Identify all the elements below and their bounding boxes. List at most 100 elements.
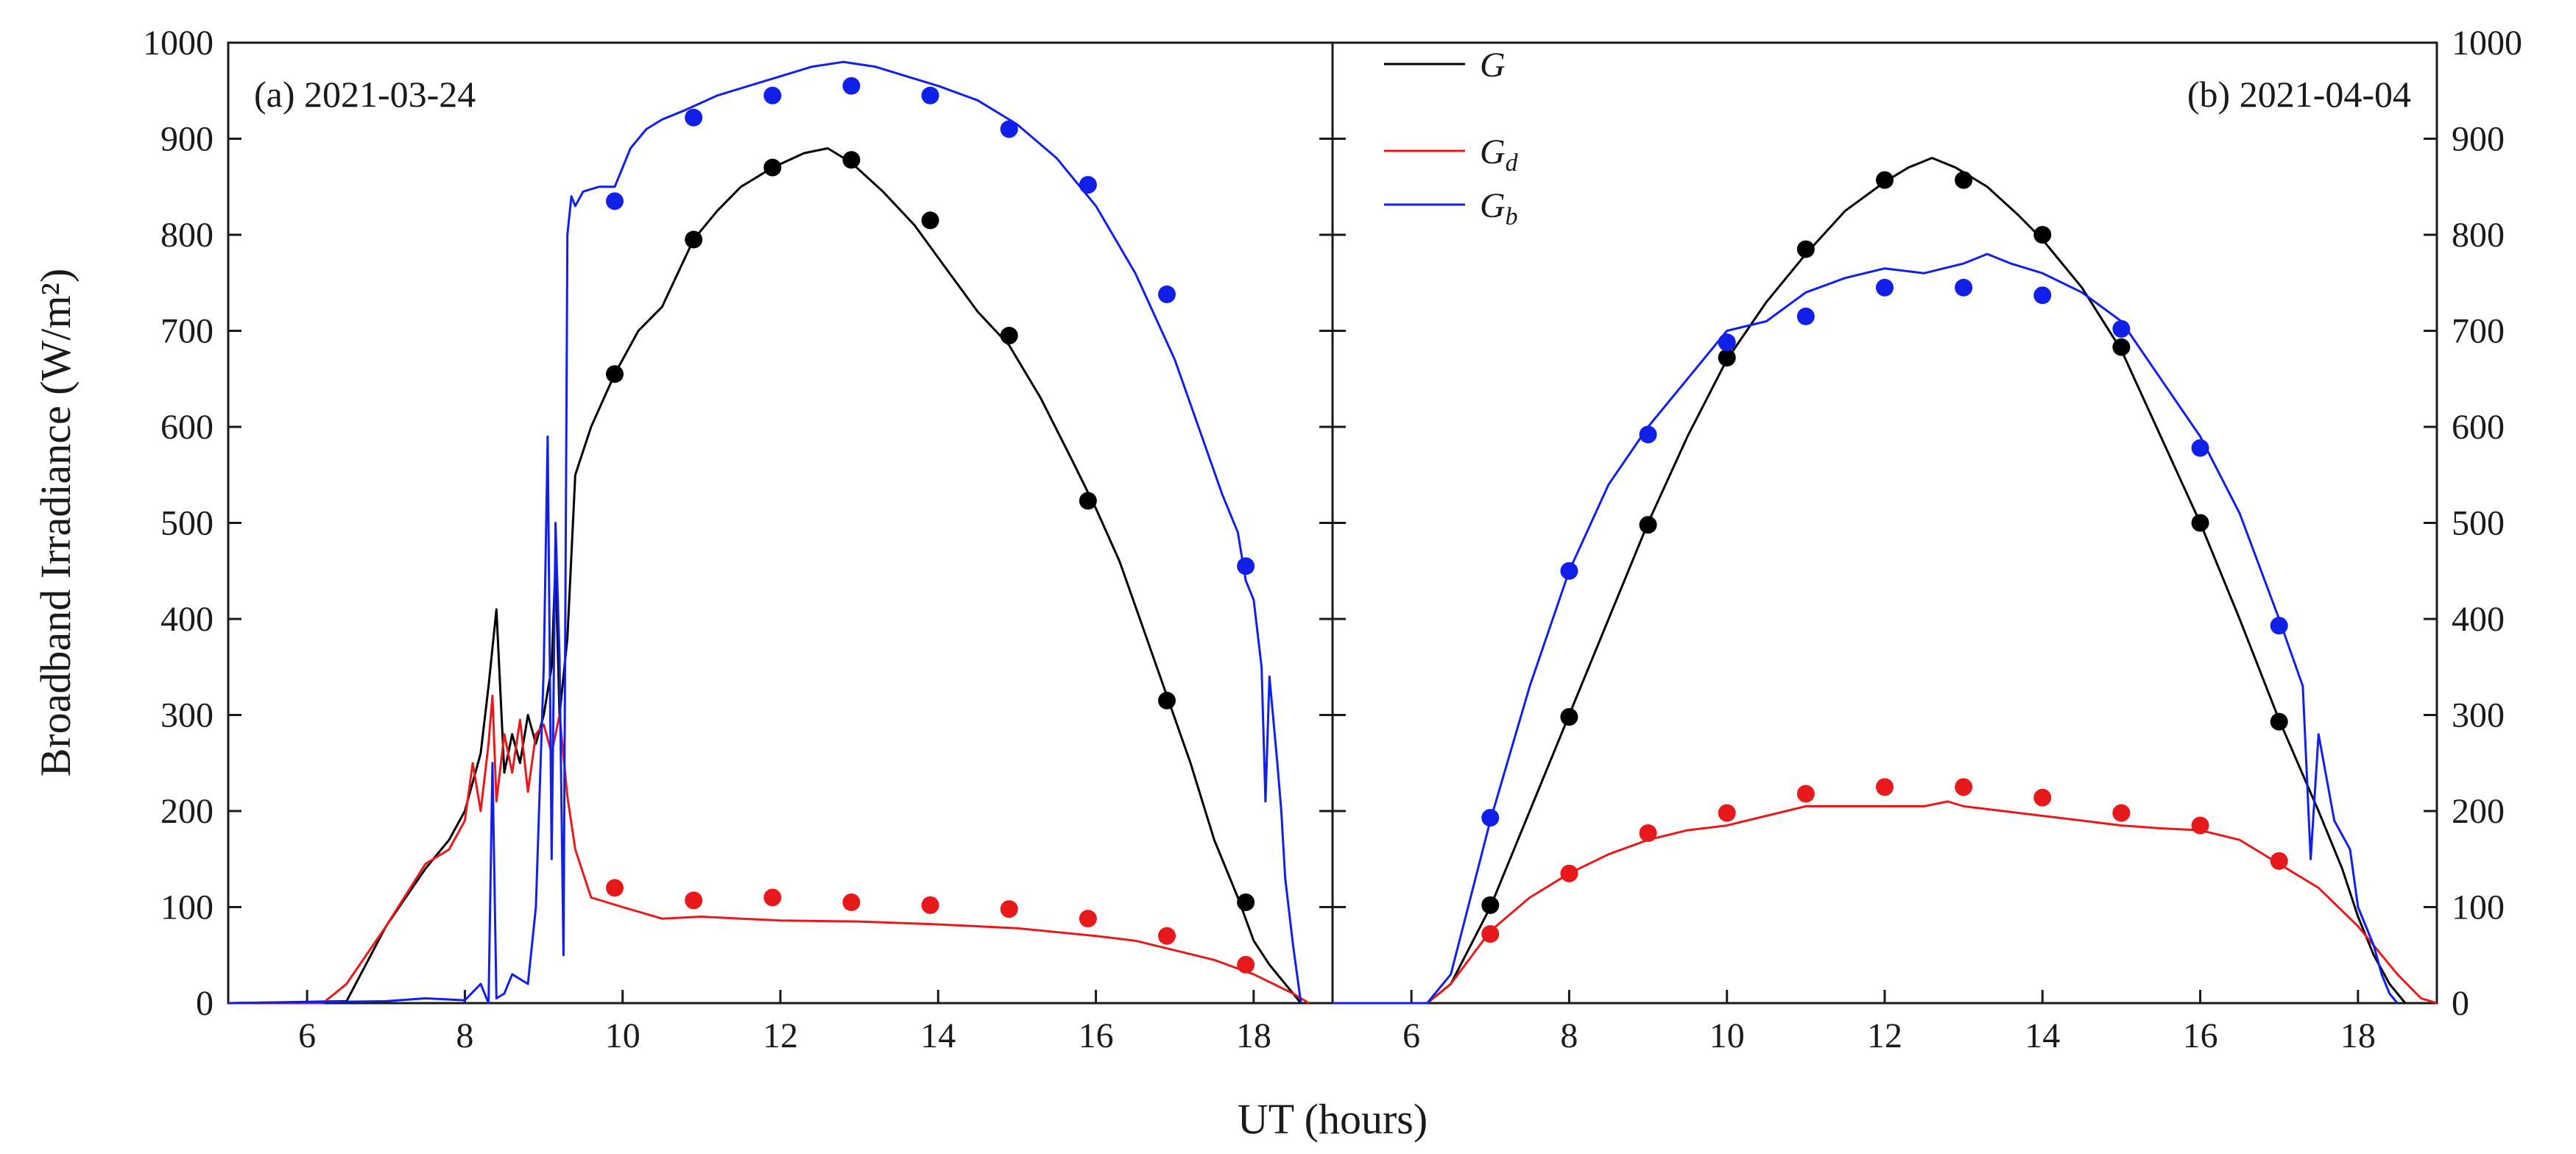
panel-a-point-gb-markers-4 <box>921 86 939 105</box>
panel-b-point-gd-markers-0 <box>1481 925 1500 944</box>
panel-a-point-gd-markers-8 <box>1237 955 1255 974</box>
panel-b-point-gb-markers-8 <box>2112 319 2131 338</box>
panel-b-point-gb-markers-4 <box>1796 307 1815 325</box>
panel-a-point-gd-markers-4 <box>921 896 939 914</box>
x-tick-label-a-4: 14 <box>920 1016 956 1055</box>
panel-b-line-g <box>1333 157 2407 1005</box>
y-tick-label-right-0: 0 <box>2452 984 2469 1023</box>
panel-b-point-gd-markers-2 <box>1639 824 1657 843</box>
y-tick-label-right-3: 300 <box>2452 696 2505 735</box>
panel-b-point-g-markers-1 <box>1560 708 1578 726</box>
panel-a-point-g-markers-8 <box>1237 893 1255 911</box>
panel-a-point-g-markers-4 <box>921 211 939 230</box>
x-tick-label-b-6: 18 <box>2340 1016 2376 1055</box>
legend: G Gd Gb <box>1384 46 1519 230</box>
panel-b-point-g-markers-8 <box>2112 338 2131 356</box>
panel-a-point-gd-markers-6 <box>1079 910 1097 928</box>
panel-a-point-g-markers-6 <box>1079 492 1097 510</box>
panel-b-point-g-markers-7 <box>2033 226 2052 244</box>
panel-a-line-gd <box>228 694 1310 1005</box>
panel-a-point-g-markers-0 <box>606 365 624 383</box>
panel-a-line-gb <box>227 60 1302 1005</box>
panel-a-point-g-markers-2 <box>763 158 782 177</box>
panel-b-label: (b) 2021-04-04 <box>2187 74 2411 115</box>
panel-b-point-gd-markers-3 <box>1718 804 1736 822</box>
panel-b-point-gd-markers-9 <box>2191 816 2209 835</box>
y-tick-label-left-4: 400 <box>160 600 214 639</box>
panel-a-point-gb-markers-5 <box>1000 120 1018 138</box>
legend-label-g: G <box>1480 46 1506 85</box>
panel-a-point-gb-markers-7 <box>1158 285 1176 303</box>
panel-b-point-gd-markers-6 <box>1955 778 1973 796</box>
y-tick-label-right-2: 200 <box>2452 792 2505 831</box>
panel-b-point-g-markers-5 <box>1876 171 1894 189</box>
y-tick-label-left-8: 800 <box>160 216 214 255</box>
x-tick-label-b-0: 6 <box>1402 1016 1420 1055</box>
plot-marks <box>227 60 2438 1005</box>
panel-a-point-gd-markers-0 <box>606 879 624 897</box>
y-tick-label-right-7: 700 <box>2452 312 2505 351</box>
panel-b-point-g-markers-0 <box>1481 896 1500 914</box>
y-tick-label-left-7: 700 <box>160 312 214 351</box>
panel-b-point-gb-markers-1 <box>1560 562 1578 580</box>
panel-a-line-g <box>227 147 1302 1005</box>
panel-a-point-gb-markers-3 <box>842 77 861 95</box>
panel-b-point-gb-markers-6 <box>1955 278 1973 297</box>
panel-b-point-gd-markers-8 <box>2112 804 2131 822</box>
panel-a-point-gd-markers-5 <box>1000 900 1018 918</box>
panel-b-point-g-markers-6 <box>1955 171 1973 189</box>
x-tick-label-b-3: 12 <box>1867 1016 1902 1055</box>
panel-b-point-gb-markers-9 <box>2191 439 2209 457</box>
panel-b-point-gd-markers-1 <box>1560 864 1578 882</box>
x-tick-label-b-5: 16 <box>2183 1016 2218 1055</box>
panel-a-point-gd-markers-1 <box>685 891 703 910</box>
y-tick-label-right-4: 400 <box>2452 600 2505 639</box>
panel-b-point-gb-markers-10 <box>2270 617 2288 635</box>
axes-ticks: 6 8 10 12 14 16 18 6 8 10 12 14 16 18 0 0 100 100 200 200 30… <box>143 24 2522 1055</box>
panel-a-point-g-markers-5 <box>1000 327 1018 345</box>
panel-a-series <box>227 60 1310 1005</box>
panel-b-series <box>1333 157 2438 1005</box>
panel-a-point-gd-markers-2 <box>763 888 782 907</box>
y-tick-label-left-9: 900 <box>160 120 214 159</box>
panel-b-point-gb-markers-0 <box>1481 809 1500 827</box>
panel-a-point-gd-markers-3 <box>842 893 861 911</box>
y-tick-label-right-8: 800 <box>2452 216 2505 255</box>
x-tick-label-b-4: 14 <box>2025 1016 2060 1055</box>
y-tick-label-left-2: 200 <box>160 792 214 831</box>
x-tick-label-a-6: 18 <box>1236 1016 1271 1055</box>
x-axis-label: UT (hours) <box>1238 1095 1428 1143</box>
panel-a-point-gb-markers-6 <box>1079 176 1097 194</box>
panel-b-point-g-markers-3 <box>1718 349 1736 367</box>
y-tick-label-left-0: 0 <box>196 984 214 1023</box>
panel-b-point-gd-markers-7 <box>2033 788 2052 807</box>
y-tick-label-left-5: 500 <box>160 504 214 543</box>
x-tick-label-a-5: 16 <box>1079 1016 1114 1055</box>
panel-b-point-gb-markers-3 <box>1718 333 1736 352</box>
x-tick-label-b-2: 10 <box>1709 1016 1745 1055</box>
y-tick-label-left-10: 1000 <box>143 24 214 63</box>
legend-label-gd: Gd <box>1480 132 1519 177</box>
x-tick-label-b-1: 8 <box>1560 1016 1578 1055</box>
panel-a-point-g-markers-1 <box>685 230 703 249</box>
panel-b-point-gd-markers-5 <box>1876 778 1894 796</box>
panel-b-point-g-markers-9 <box>2191 514 2209 532</box>
panel-a-label: (a) 2021-03-24 <box>254 74 476 115</box>
y-tick-label-right-5: 500 <box>2452 504 2505 543</box>
panel-a-point-gb-markers-1 <box>685 108 703 127</box>
panel-a-point-gb-markers-2 <box>763 86 782 105</box>
panel-a-point-g-markers-3 <box>842 151 861 169</box>
y-tick-label-left-6: 600 <box>160 408 214 447</box>
panel-a-point-gb-markers-0 <box>606 192 624 210</box>
y-axis-label: Broadband Irradiance (W/m²) <box>32 269 80 777</box>
legend-label-gb: Gb <box>1480 186 1518 230</box>
panel-a-point-gb-markers-8 <box>1237 557 1255 576</box>
panel-b-point-g-markers-10 <box>2270 712 2288 731</box>
y-tick-label-left-1: 100 <box>160 888 214 927</box>
x-tick-label-a-2: 10 <box>605 1016 641 1055</box>
panel-b-point-gd-markers-10 <box>2270 852 2288 870</box>
y-tick-label-right-1: 100 <box>2452 888 2505 927</box>
panel-b-point-gb-markers-7 <box>2033 286 2052 305</box>
y-tick-label-right-10: 1000 <box>2452 24 2522 63</box>
